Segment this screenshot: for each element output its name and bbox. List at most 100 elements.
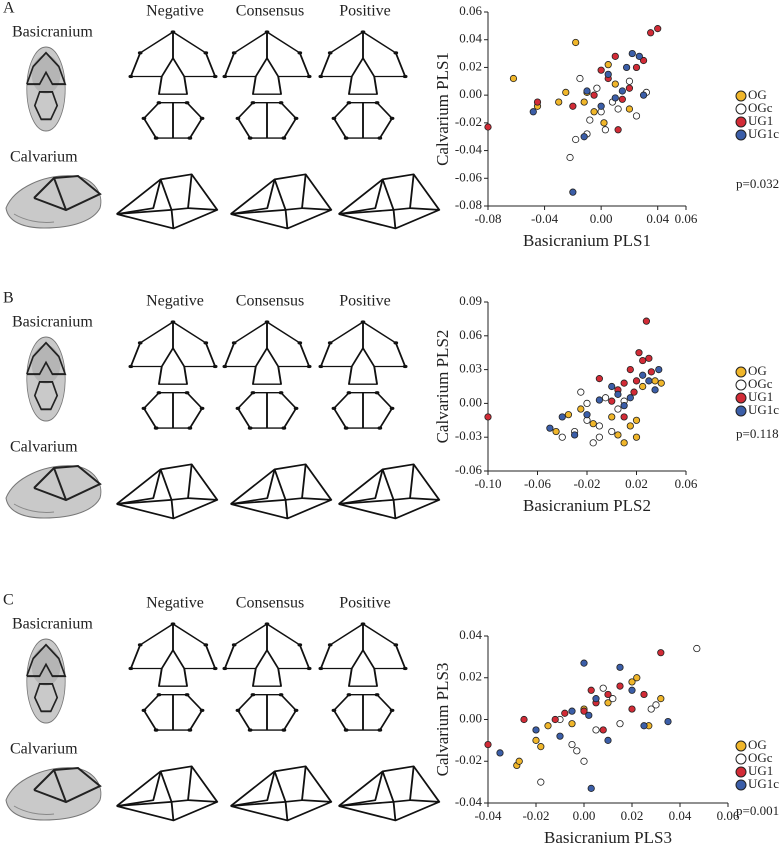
row-label: Calvarium: [10, 149, 78, 166]
point: [614, 405, 622, 413]
point: [580, 659, 588, 667]
point: [564, 411, 573, 419]
column-heading: Consensus: [236, 595, 304, 612]
point: [620, 439, 628, 447]
row-label: Basicranium: [12, 314, 93, 331]
column-heading: Negative: [146, 293, 204, 310]
point: [568, 707, 576, 715]
point: [657, 649, 665, 657]
point: [608, 413, 616, 421]
point: [580, 757, 588, 765]
x-tick-label: 0.02: [621, 808, 644, 823]
point: [614, 431, 622, 439]
point: [635, 52, 643, 60]
legend-marker: [735, 753, 747, 765]
legend-label: OGc: [748, 750, 773, 765]
legend-marker: [735, 103, 747, 115]
point: [647, 705, 655, 713]
point: [569, 188, 577, 196]
point: [532, 736, 540, 744]
point: [611, 94, 619, 102]
point: [628, 49, 636, 58]
x-axis-label: Basicranium PLS3: [544, 828, 672, 847]
point: [562, 88, 570, 96]
calvarium-icon: [5, 174, 102, 229]
point: [635, 349, 643, 357]
point: [630, 388, 638, 396]
calvarium-diagram: [115, 463, 219, 520]
point: [640, 690, 648, 699]
point: [589, 420, 597, 428]
legend-label: UG1c: [748, 402, 779, 417]
point: [580, 98, 588, 106]
point: [546, 424, 554, 432]
calvarium-diagram: [337, 463, 441, 520]
x-tick-label: 0.06: [717, 808, 740, 823]
point: [569, 102, 577, 110]
basicranium-icon: [25, 335, 67, 423]
point: [632, 416, 641, 424]
point: [589, 439, 597, 447]
x-tick-label: -0.08: [474, 211, 501, 226]
point: [597, 102, 605, 110]
legend-marker: [735, 740, 747, 752]
point: [639, 371, 647, 379]
point: [587, 784, 595, 792]
legend-marker: [735, 379, 747, 391]
legend-label: OG: [748, 363, 767, 378]
calvarium-diagram: [229, 765, 333, 822]
point: [618, 95, 626, 103]
legend-marker: [735, 366, 747, 378]
point: [571, 431, 579, 439]
point: [609, 695, 617, 703]
x-tick-label: 0.06: [675, 211, 698, 226]
point: [611, 80, 619, 88]
point: [592, 695, 600, 703]
point: [520, 715, 528, 724]
y-tick-label: -0.06: [455, 169, 483, 184]
point: [654, 25, 662, 33]
basicranium-diagram: [128, 320, 218, 431]
basicranium-diagram: [222, 622, 312, 733]
basicranium-diagram: [128, 622, 218, 733]
point: [632, 433, 641, 441]
point: [561, 709, 569, 717]
point: [647, 29, 655, 37]
y-tick-label: -0.02: [455, 114, 482, 129]
basicranium-diagram: [318, 320, 408, 431]
calvarium-diagram: [115, 173, 219, 230]
point: [592, 726, 600, 734]
y-tick-label: 0.06: [459, 3, 482, 18]
legend-label: UG1c: [748, 776, 779, 791]
calvarium-diagram: [337, 765, 441, 822]
legend-marker: [735, 392, 747, 404]
point: [576, 74, 584, 83]
calvarium-diagram: [337, 173, 441, 230]
point: [580, 133, 588, 141]
point: [616, 682, 624, 690]
p-value: p=0.001: [736, 803, 779, 818]
point: [558, 413, 566, 421]
point: [572, 38, 580, 47]
legend-marker: [735, 405, 747, 417]
panel-label: B: [3, 290, 14, 307]
point: [532, 726, 540, 734]
calvarium-icon: [5, 464, 102, 519]
legend-marker: [735, 129, 747, 141]
column-heading: Positive: [339, 3, 391, 20]
column-heading: Positive: [339, 293, 391, 310]
column-heading: Consensus: [236, 3, 304, 20]
x-tick-label: -0.04: [474, 808, 502, 823]
x-axis-label: Basicranium PLS1: [523, 231, 651, 250]
calvarium-icon: [5, 766, 102, 821]
point: [529, 108, 537, 116]
point: [552, 427, 560, 436]
panel-label: A: [3, 0, 15, 17]
y-tick-label: -0.04: [455, 142, 483, 157]
x-tick-label: 0.04: [669, 808, 692, 823]
point: [604, 736, 612, 744]
row-label: Basicranium: [12, 24, 93, 41]
point: [568, 720, 576, 728]
point: [604, 70, 612, 78]
